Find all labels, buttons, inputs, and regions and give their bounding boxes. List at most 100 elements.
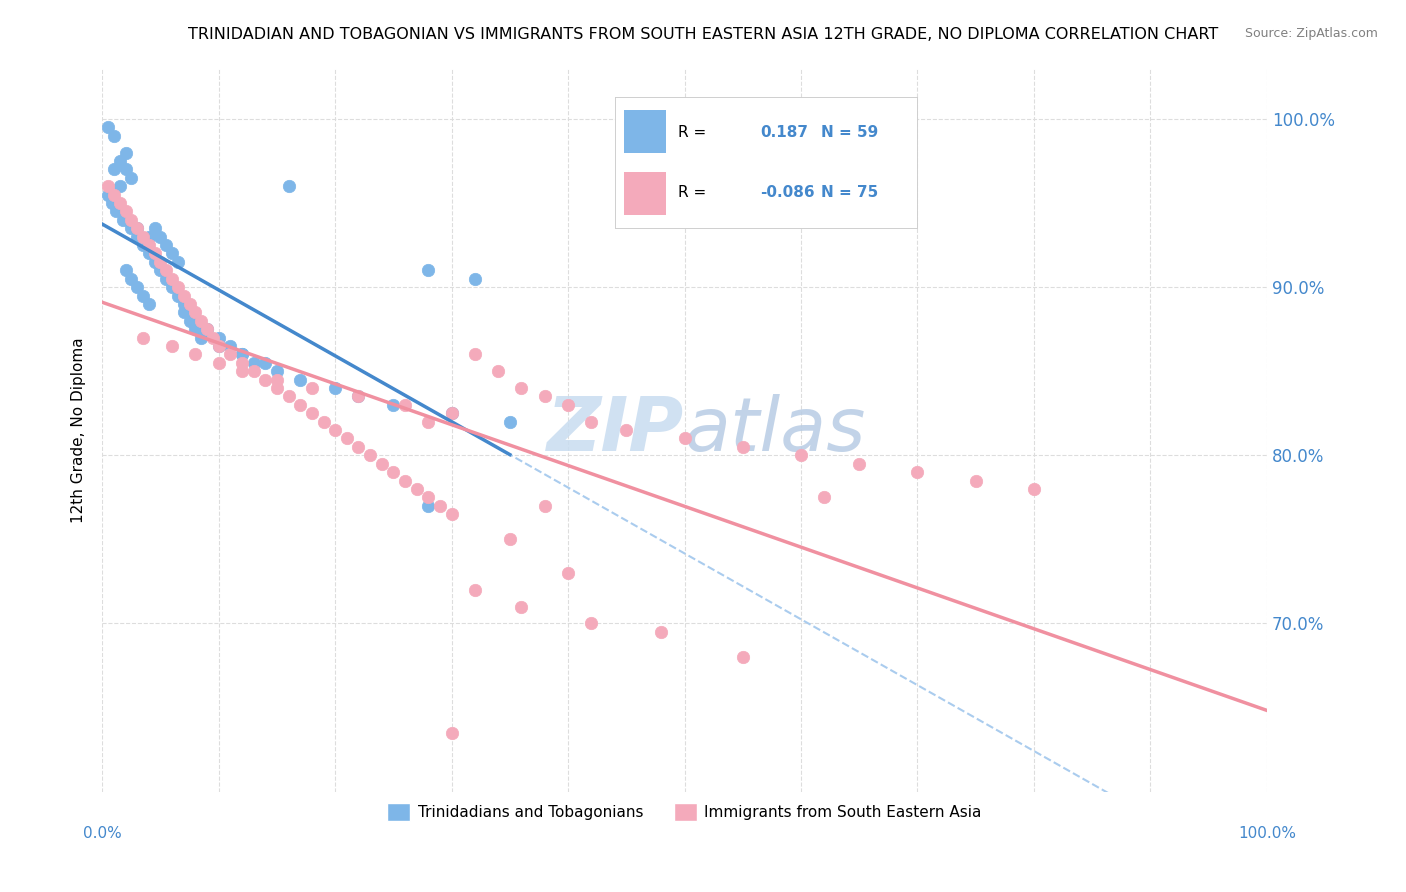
Point [731, 440, 754, 454]
Point [394, 398, 416, 412]
Point [127, 221, 149, 235]
Point [160, 339, 183, 353]
Point [418, 263, 440, 277]
Point [231, 364, 253, 378]
Point [382, 465, 405, 479]
Point [143, 246, 166, 260]
Point [138, 229, 160, 244]
Point [108, 196, 131, 211]
Point [464, 347, 486, 361]
Point [190, 314, 212, 328]
Point [97, 179, 120, 194]
Point [290, 373, 312, 387]
Point [581, 616, 603, 631]
Point [581, 415, 603, 429]
Point [440, 406, 463, 420]
Point [149, 263, 172, 277]
Point [266, 381, 288, 395]
Point [371, 457, 394, 471]
Point [184, 347, 207, 361]
Point [195, 322, 218, 336]
Y-axis label: 12th Grade, No Diploma: 12th Grade, No Diploma [72, 337, 86, 523]
Point [97, 120, 120, 135]
Point [184, 305, 207, 319]
Point [347, 440, 370, 454]
Point [138, 238, 160, 252]
Point [848, 457, 870, 471]
Point [114, 263, 136, 277]
Point [266, 373, 288, 387]
Text: Source: ZipAtlas.com: Source: ZipAtlas.com [1244, 27, 1378, 40]
Point [208, 339, 231, 353]
Point [132, 330, 155, 344]
Point [301, 381, 323, 395]
Point [510, 381, 533, 395]
Point [120, 170, 142, 185]
Point [105, 204, 128, 219]
Point [112, 212, 135, 227]
Point [336, 432, 359, 446]
Point [138, 297, 160, 311]
Point [231, 347, 253, 361]
Point [219, 339, 242, 353]
Point [190, 330, 212, 344]
Point [173, 297, 195, 311]
Point [208, 330, 231, 344]
Point [108, 179, 131, 194]
Point [160, 280, 183, 294]
Point [277, 179, 299, 194]
Point [347, 389, 370, 403]
Point [731, 650, 754, 665]
Point [132, 229, 155, 244]
Point [440, 725, 463, 739]
Point [266, 364, 288, 378]
Point [155, 271, 177, 285]
Point [132, 238, 155, 252]
Point [167, 255, 190, 269]
Point [418, 499, 440, 513]
Point [242, 356, 264, 370]
Point [201, 330, 224, 344]
Point [382, 398, 405, 412]
Point [242, 364, 264, 378]
Text: 0.0%: 0.0% [83, 826, 121, 841]
Point [173, 288, 195, 302]
Point [138, 246, 160, 260]
Point [673, 432, 696, 446]
Point [533, 389, 555, 403]
Text: atlas: atlas [685, 394, 866, 466]
Point [143, 221, 166, 235]
Point [103, 162, 125, 177]
Point [499, 533, 522, 547]
Point [405, 482, 427, 496]
Point [143, 255, 166, 269]
Point [184, 322, 207, 336]
Point [149, 229, 172, 244]
Point [1022, 482, 1045, 496]
Point [179, 297, 201, 311]
Point [440, 507, 463, 521]
Point [323, 381, 346, 395]
Point [464, 271, 486, 285]
Point [418, 415, 440, 429]
Point [347, 389, 370, 403]
Point [219, 347, 242, 361]
Point [114, 204, 136, 219]
Text: 100.0%: 100.0% [1237, 826, 1296, 841]
Point [155, 263, 177, 277]
Legend: Trinidadians and Tobagonians, Immigrants from South Eastern Asia: Trinidadians and Tobagonians, Immigrants… [381, 797, 988, 828]
Point [100, 196, 122, 211]
Point [813, 491, 835, 505]
Point [254, 373, 277, 387]
Point [208, 339, 231, 353]
Point [167, 288, 190, 302]
Point [231, 356, 253, 370]
Point [418, 491, 440, 505]
Point [120, 221, 142, 235]
Point [394, 474, 416, 488]
Point [650, 624, 672, 639]
Point [557, 566, 579, 580]
Point [195, 322, 218, 336]
Point [179, 314, 201, 328]
Point [486, 364, 509, 378]
